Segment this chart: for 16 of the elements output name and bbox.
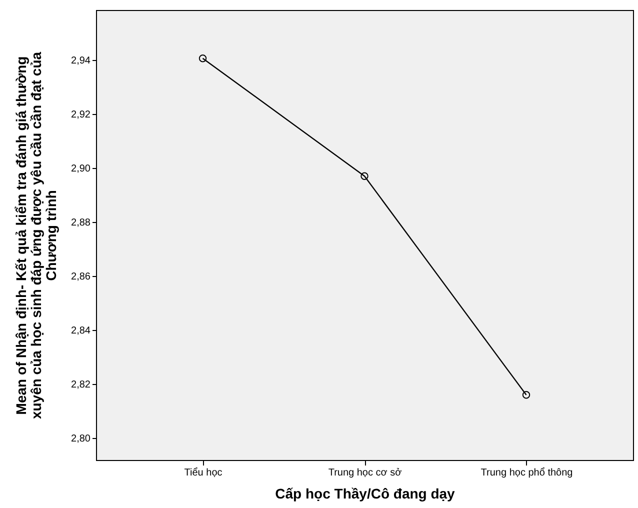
- point: [360, 172, 368, 180]
- point: [198, 54, 207, 62]
- y-tick-label: 2,88: [71, 218, 91, 229]
- y-tick-label: 2,82: [71, 380, 91, 391]
- y-tick-label: 2,86: [71, 272, 91, 283]
- y-tick-label: 2,80: [71, 434, 91, 445]
- point: [522, 391, 530, 399]
- y-tick-label: 2,92: [71, 109, 91, 120]
- x-tick-label: Trung học phổ thông: [480, 466, 573, 478]
- x-tick-label: Tiểu học: [184, 466, 222, 478]
- x-tick-label: Trung học cơ sở: [328, 468, 402, 478]
- x-axis-title: Cấp học Thầy/Cô đang dạy: [275, 486, 456, 502]
- y-tick-label: 2,90: [71, 164, 91, 175]
- y-tick-label: 2,84: [71, 326, 91, 337]
- y-tick-label: 2,94: [71, 55, 91, 66]
- y-axis-title: Mean of Nhận định- Kết quả kiểm tra đánh giá thường xuyên của học sinh đáp ứng được yêu cầu cần đạt của Chương trình: [13, 52, 60, 420]
